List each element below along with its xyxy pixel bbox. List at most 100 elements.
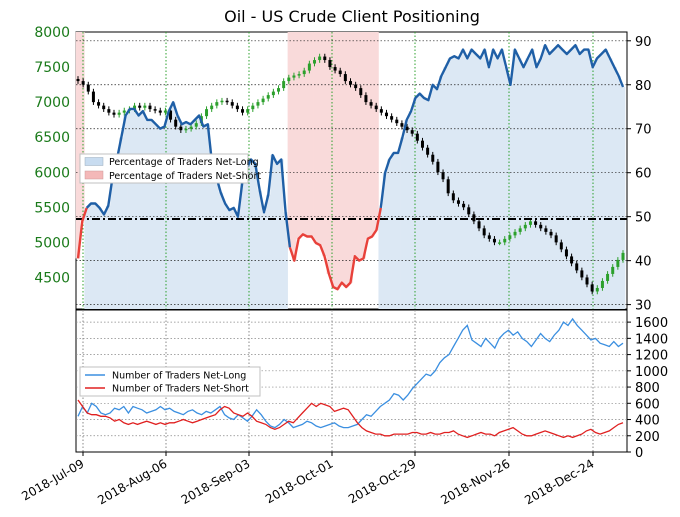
price-candle-body [343, 74, 347, 82]
net-long-fill-bar [244, 168, 250, 309]
net-long-fill-bar [443, 67, 448, 309]
price-candle-body [456, 200, 460, 204]
net-short-fill-bar [343, 32, 349, 288]
price-candle-body [528, 221, 532, 225]
net-long-fill-bar [482, 49, 487, 309]
net-long-fill-bar [261, 212, 267, 309]
price-candle-body [246, 109, 250, 113]
price-candle-body [513, 231, 517, 236]
net-long-fill-bar [603, 49, 609, 309]
price-candle-body [225, 100, 229, 103]
left-tick-label: 5000 [34, 235, 70, 251]
left-tick-label: 5500 [34, 200, 70, 216]
price-candle-body [287, 77, 291, 82]
right-tick-label: 60 [635, 167, 652, 182]
price-candle-body [133, 105, 137, 110]
net-long-fill-bar [196, 115, 202, 310]
price-candle-body [523, 224, 527, 229]
price-candle-body [446, 179, 450, 194]
price-candle-body [215, 102, 219, 106]
price-candle-body [97, 102, 101, 106]
price-candle-body [384, 112, 388, 117]
price-candle-body [621, 252, 625, 260]
legend-swatch-net-long [84, 157, 104, 166]
left-tick-label: 7500 [34, 60, 70, 76]
price-candle-body [169, 110, 173, 120]
right-tick-label: 70 [635, 123, 652, 138]
x-axis-ticks: 2018-Jul-09 2018-Aug-06 2018-Sep-03 2018-Oc… [19, 452, 597, 507]
net-long-fill-bar [175, 115, 180, 310]
price-candle-body [194, 123, 198, 127]
net-long-fill-bar [590, 67, 596, 309]
price-candle-body [143, 105, 147, 108]
net-short-fill-bar [330, 32, 336, 288]
bottom-tick-label: 1400 [635, 332, 668, 347]
net-long-fill-bar [144, 119, 150, 309]
net-long-fill-bar [499, 49, 505, 309]
count-net-long-line [77, 317, 624, 429]
percent-line-layer [76, 44, 625, 291]
price-candle-body [441, 172, 445, 180]
net-long-fill-bar [404, 119, 410, 309]
count-lines-layer [77, 317, 624, 439]
bottom-tick-label: 1200 [635, 349, 668, 364]
price-candle-body [117, 112, 121, 115]
price-candle-body [328, 60, 332, 68]
price-candle-body [405, 126, 409, 131]
net-short-fill-bar [339, 32, 345, 283]
net-long-percent-line [379, 44, 625, 209]
net-long-fill-bar [391, 152, 397, 309]
bottom-tick-label: 200 [635, 430, 660, 445]
net-short-fill-bar [313, 32, 319, 244]
price-candle-body [369, 102, 373, 106]
net-long-fill-bar [278, 159, 284, 309]
net-long-fill-bar [387, 159, 392, 309]
net-long-fill-bar [512, 49, 518, 309]
net-short-fill-bar [291, 32, 297, 261]
left-tick-label: 7000 [34, 95, 70, 111]
net-long-fill-bar [408, 111, 414, 310]
net-long-fill-bar [477, 58, 483, 309]
price-candle-body [333, 67, 337, 71]
price-candle-body [477, 221, 481, 229]
price-candle-body [256, 102, 260, 106]
net-long-fill-bar [140, 111, 146, 310]
net-long-fill-bar [508, 84, 513, 309]
net-long-fill-bar [525, 58, 531, 309]
price-candle-body [302, 70, 306, 75]
net-long-fill-bar [227, 210, 232, 309]
top-grid-layer [76, 32, 627, 309]
net-long-fill-bar [162, 126, 167, 310]
net-long-fill-bar [439, 75, 444, 309]
net-long-fill-bar [577, 53, 583, 309]
price-candle-body [410, 130, 414, 134]
price-candle-body [91, 91, 95, 103]
net-long-fill-bar [166, 111, 172, 310]
price-candle-body [498, 242, 502, 244]
net-long-fill-bar [503, 67, 509, 309]
net-long-fill-bar [612, 67, 617, 309]
price-candle-body [549, 231, 553, 236]
price-candle-body [364, 95, 368, 103]
price-candle-body [338, 70, 342, 75]
price-candle-body [307, 63, 311, 71]
price-candle-body [600, 280, 604, 288]
price-candle-body [580, 270, 584, 278]
net-long-fill-bar [183, 122, 189, 309]
price-candle-body [436, 161, 440, 173]
price-candle-body [390, 116, 394, 120]
price-candle-body [534, 221, 538, 225]
price-candles-layer [76, 53, 625, 295]
net-long-fill-bar [84, 207, 89, 309]
net-long-fill-bar [92, 203, 98, 309]
price-candle-body [112, 112, 116, 115]
x-tick-label: 2018-Jul-09 [19, 456, 86, 503]
price-candle-body [616, 259, 620, 267]
bottom-tick-label: 400 [635, 414, 660, 429]
net-short-fill-bar [361, 32, 366, 259]
price-candle-body [359, 88, 363, 96]
price-candle-body [518, 228, 522, 232]
legend-top: Percentage of Traders Net-Long Percentag… [79, 153, 261, 184]
net-long-fill-bar [218, 192, 224, 309]
